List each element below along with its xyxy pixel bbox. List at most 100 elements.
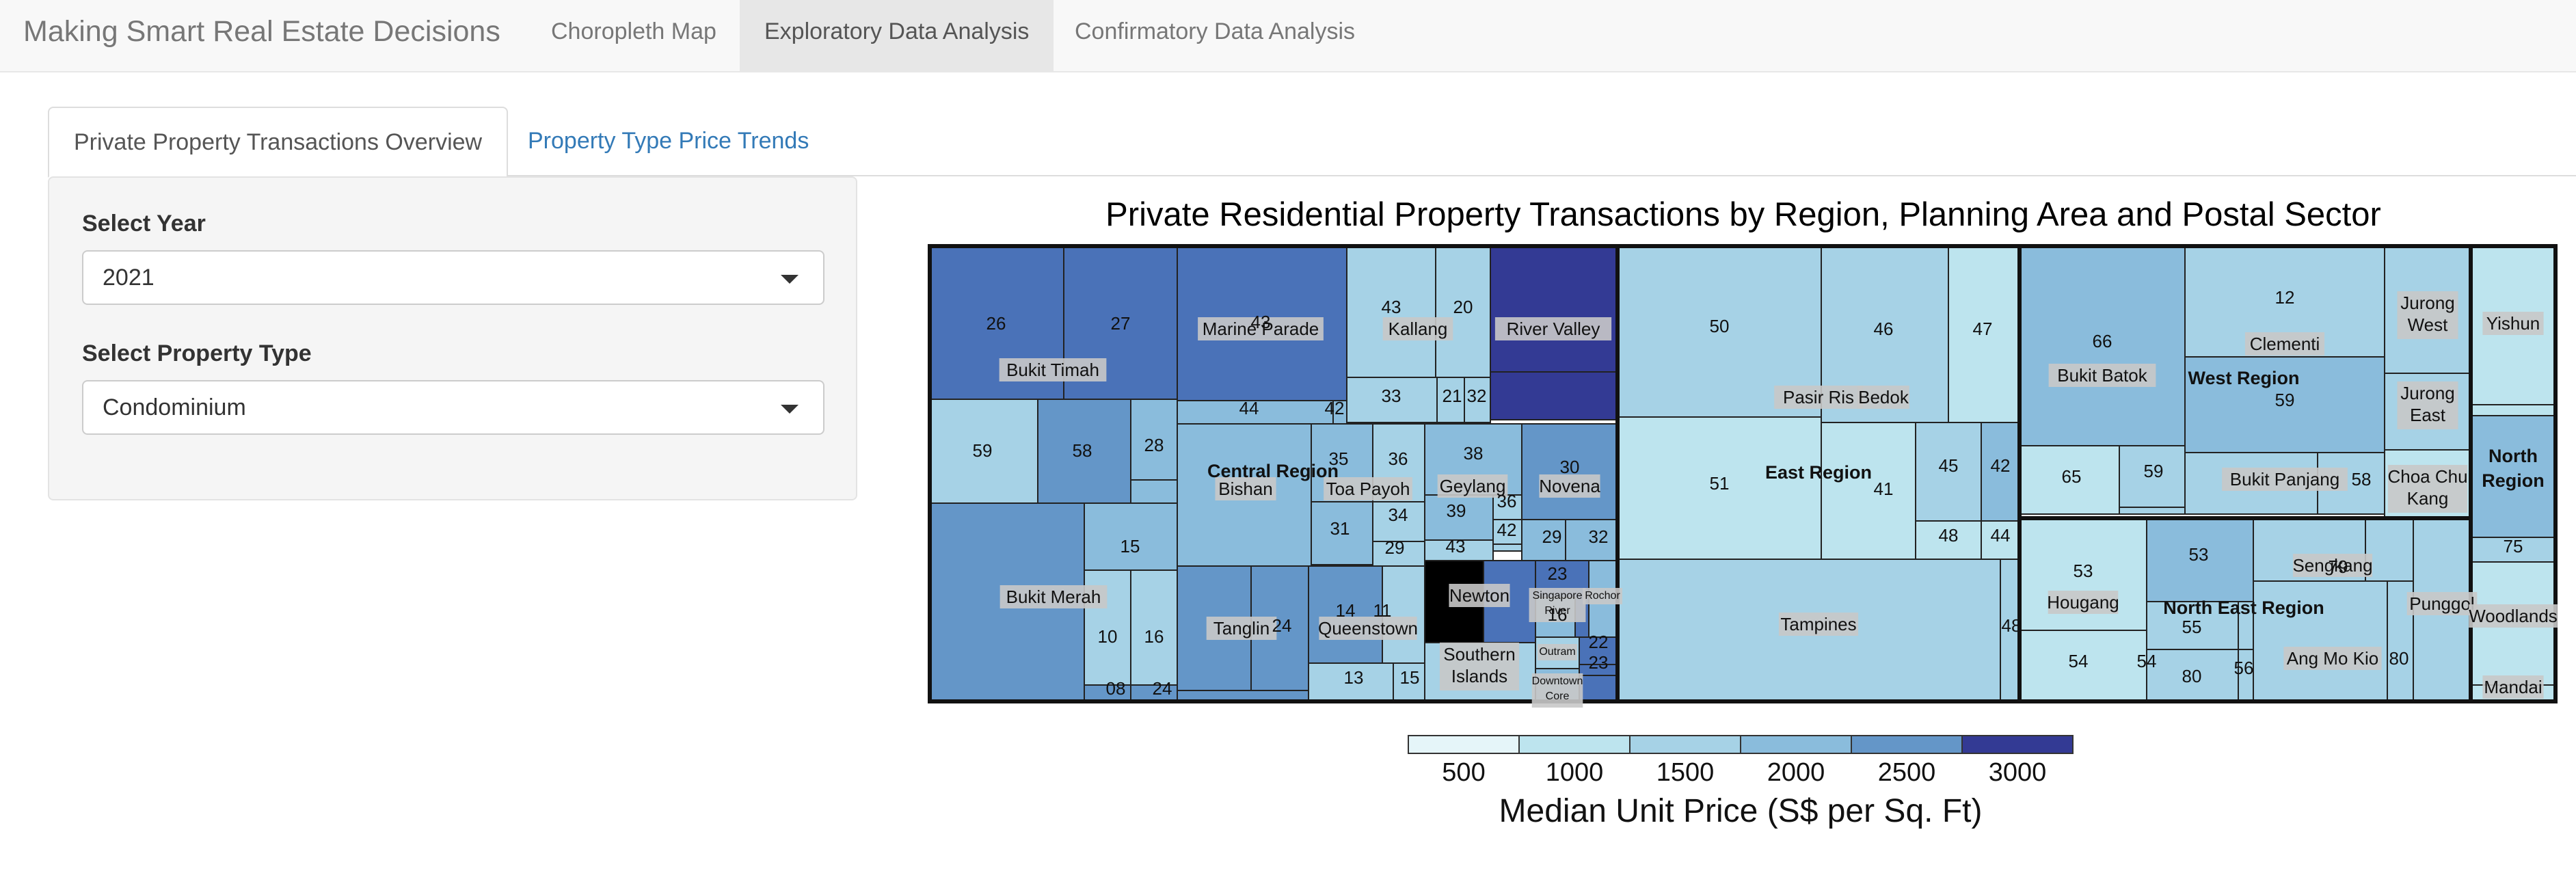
treemap-cell [1521, 519, 1566, 561]
area-label-marine-parade: Marine Parade [1203, 319, 1319, 339]
sector-label-21: 21 [1443, 386, 1462, 406]
sector-label-33: 33 [1382, 386, 1401, 406]
nav-confirmatory-data-analysis[interactable]: Confirmatory Data Analysis [1075, 18, 1356, 44]
area-label-jurong-west: Jurong [2400, 293, 2455, 313]
area-label-tanglin: Tanglin [1213, 618, 1270, 639]
area-label-bg [2283, 647, 2382, 670]
area-label-woodlands: Woodlands [2469, 606, 2558, 626]
sector-label-15: 15 [1400, 667, 1420, 688]
sector-label-43: 43 [1251, 312, 1271, 332]
area-label-outram: Outram [1539, 646, 1575, 658]
legend-swatch [1851, 735, 1963, 754]
area-label-newton: Newton [1449, 585, 1510, 606]
legend-tick-label: 3000 [1989, 758, 2047, 787]
sector-label-14: 14 [1336, 600, 1356, 621]
legend-swatch [1961, 735, 2074, 754]
area-label-rochor: Rochor [1585, 590, 1620, 602]
treemap-cell [2470, 537, 2556, 563]
area-label-bg [2292, 554, 2373, 577]
treemap-cell [2019, 247, 2186, 446]
treemap-cell [1372, 501, 1425, 542]
app-brand[interactable]: Making Smart Real Estate Decisions [23, 15, 500, 48]
treemap-chart: Private Residential Property Transaction… [916, 191, 2571, 848]
tab-bar: Private Property Transactions Overview P… [48, 107, 2576, 178]
area-label-bukit-timah: Bukit Timah [1006, 360, 1099, 380]
region-label-north-region: North [2488, 446, 2538, 466]
sector-label-44: 44 [1239, 398, 1259, 418]
nav-exploratory-data-analysis[interactable]: Exploratory Data Analysis [740, 0, 1054, 71]
sector-label-31: 31 [1330, 518, 1350, 539]
treemap-cell [1579, 675, 1618, 702]
region-border [2469, 244, 2558, 703]
select-year-value: 2021 [103, 265, 155, 291]
sector-label-35: 35 [1329, 448, 1349, 469]
treemap-cell [2365, 518, 2414, 582]
treemap-cell [1915, 422, 1982, 522]
area-label-geylang: Geylang [1440, 476, 1506, 496]
sector-label-59: 59 [2275, 390, 2295, 410]
tab-property-type-price-trends[interactable]: Property Type Price Trends [528, 128, 809, 154]
sector-label-29: 29 [1542, 526, 1562, 547]
legend-title: Median Unit Price (S$ per Sq. Ft) [1499, 793, 1983, 829]
sector-label-79: 79 [2329, 556, 2348, 577]
treemap-cell [1424, 539, 1494, 561]
treemap-cell [2000, 559, 2020, 702]
chevron-down-icon [781, 275, 799, 284]
sector-label-22: 22 [1589, 632, 1609, 652]
treemap-cell [1492, 543, 1522, 552]
area-label-jurong-east: Jurong [2400, 383, 2455, 403]
sector-label-24: 24 [1153, 678, 1172, 699]
area-label-bg [1774, 386, 1863, 409]
sector-label-53: 53 [2189, 544, 2209, 565]
sector-label-36: 36 [1497, 491, 1517, 511]
area-label-bg [1449, 584, 1510, 607]
treemap-cell [1436, 377, 1465, 423]
sector-label-13: 13 [1344, 667, 1364, 688]
sector-label-08: 08 [1106, 678, 1126, 699]
area-label-mandai: Mandai [2484, 677, 2542, 697]
legend-swatch [1629, 735, 1741, 754]
area-label-bishan: Bishan [1218, 479, 1273, 499]
area-label-singapore-river: River [1544, 605, 1570, 617]
sector-label-42: 42 [1497, 520, 1517, 540]
treemap-cell [930, 399, 1038, 504]
area-label-river-valley: River Valley [1507, 319, 1600, 339]
area-label-bg [999, 358, 1107, 381]
treemap-cell [2119, 507, 2186, 515]
sector-label-43: 43 [1382, 297, 1401, 317]
nav-choropleth-map[interactable]: Choropleth Map [551, 18, 716, 44]
treemap-svg: Bukit Timah Marine Parade Kallang River Val… [928, 244, 2558, 829]
area-label-clementi: Clementi [2250, 334, 2320, 354]
sector-label-15: 15 [1121, 536, 1140, 556]
area-label-southern-islands: Islands [1451, 666, 1507, 686]
area-label-jurong-west: West [2408, 314, 2449, 335]
tab-private-property-transactions-overview[interactable]: Private Property Transactions Overview [48, 107, 509, 178]
treemap-cell [2470, 415, 2556, 538]
area-label-bg [1382, 317, 1453, 340]
sector-label-42: 42 [1325, 398, 1345, 418]
sector-label-20: 20 [1453, 297, 1473, 317]
area-label-queenstown: Queenstown [1318, 618, 1418, 639]
area-label-pasir-ris: Pasir Ris [1783, 387, 1854, 407]
area-label-southern-islands: Southern [1443, 644, 1516, 664]
sector-label-51: 51 [1710, 473, 1730, 494]
sector-label-55: 55 [2182, 617, 2202, 637]
area-label-bg [1215, 477, 1276, 500]
area-label-toa-payoh: Toa Payoh [1326, 479, 1410, 499]
area-label-bg [2482, 675, 2544, 699]
sector-label-48: 48 [1939, 525, 1959, 546]
sector-label-59: 59 [973, 440, 993, 461]
treemap-cell [1130, 569, 1178, 686]
sector-label-54: 54 [2069, 651, 2089, 671]
sector-label-23: 23 [1589, 652, 1609, 673]
sector-label-23: 23 [1548, 563, 1568, 584]
area-label-ang-mo-kio: Ang Mo Kio [2287, 648, 2378, 669]
sector-label-65: 65 [2062, 466, 2082, 487]
area-label-bedok: Bedok [1858, 387, 1909, 407]
area-label-bg [1539, 474, 1600, 498]
treemap-cell [1490, 371, 1618, 420]
area-label-choa-chu-kang: Choa Chu [2387, 466, 2467, 487]
select-year-dropdown[interactable]: 2021 [82, 250, 824, 305]
select-property-type-dropdown[interactable]: Condominium [82, 380, 824, 435]
area-label-bg [1494, 317, 1612, 340]
